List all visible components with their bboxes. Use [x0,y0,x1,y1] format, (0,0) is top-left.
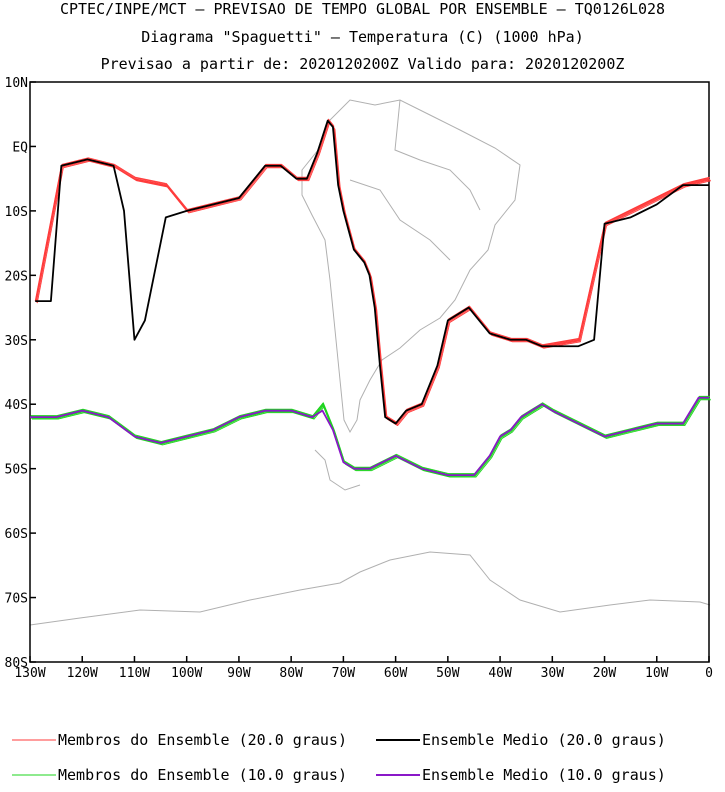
coastline-map [29,99,711,626]
series-line-member [35,119,710,424]
legend-label: Membros do Ensemble (20.0 graus) [58,731,347,749]
y-tick-label: 60S [5,527,28,542]
x-tick-label: 50W [436,666,460,681]
y-tick-label: 50S [5,463,28,478]
legend-label: Membros do Ensemble (10.0 graus) [58,766,347,784]
y-tick-label: 10S [5,205,28,220]
y-tick-label: 20S [5,269,28,284]
chart-header-line3: Previsao a partir de: 2020120200Z Valido… [100,55,625,73]
legend-label: Ensemble Medio (10.0 graus) [422,766,666,784]
series-line-member [35,120,710,425]
y-tick-label: 70S [5,592,28,607]
x-tick-label: 120W [67,666,98,681]
series-line-member [35,121,711,426]
x-tick-label: 40W [488,666,512,681]
plot-frame [29,81,710,663]
series-line-member [30,395,710,475]
x-tick-label: 100W [171,666,202,681]
x-tick-label: 10W [645,666,669,681]
y-tick-label: EQ [12,140,28,155]
series-line-member [34,120,710,425]
x-tick-label: 80W [279,666,303,681]
x-tick-label: 90W [227,666,251,681]
x-tick-label: 130W [14,666,45,681]
plot-border [29,81,710,663]
x-tick-label: 30W [541,666,565,681]
y-tick-label: 10N [5,76,28,91]
chart-title: Diagrama "Spaguetti" – Temperatura (C) (… [141,28,584,46]
series-line-member [35,118,710,423]
x-tick-label: 60W [384,666,408,681]
series-line-mean [30,396,709,477]
x-tick-label: 110W [119,666,150,681]
y-tick-label: 80S [5,656,28,671]
y-tick-label: 40S [5,398,28,413]
legend: Membros do Ensemble (20.0 graus) Ensemble… [12,731,666,784]
chart-header-line1: CPTEC/INPE/MCT – PREVISAO DE TEMPO GLOBA… [59,0,666,18]
series-line-mean [35,119,709,425]
y-tick-label: 30S [5,334,28,349]
series-layer [30,118,712,478]
legend-label: Ensemble Medio (20.0 graus) [422,731,666,749]
x-tick-label: 20W [593,666,617,681]
x-tick-label: 0 [705,666,713,681]
series-line-member [36,122,712,427]
series-line-member [32,399,711,478]
x-tick-label: 70W [332,666,356,681]
